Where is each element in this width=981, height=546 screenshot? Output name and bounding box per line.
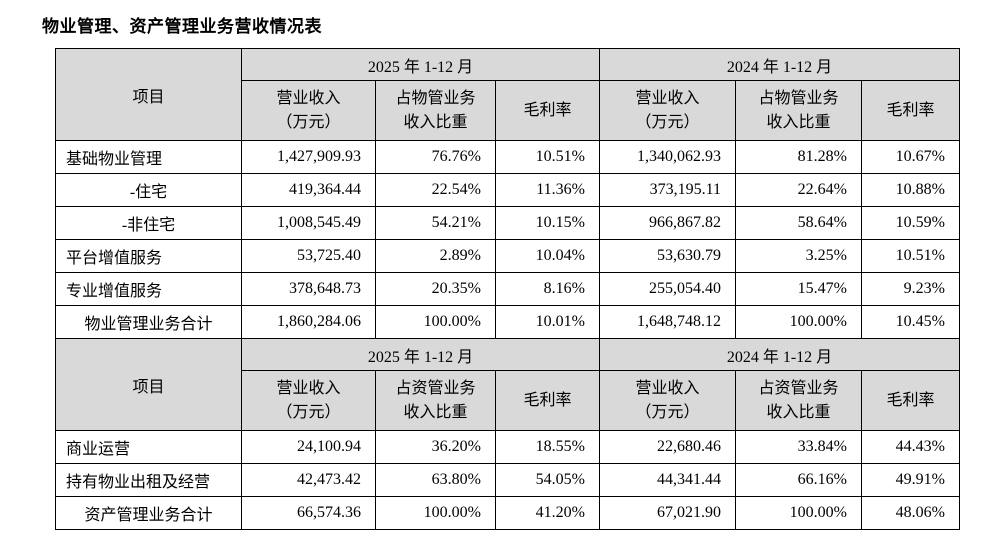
cell-revenue-2025: 53,725.40 xyxy=(241,239,376,273)
table1-subheader-revenue-2025: 营业收入 （万元） xyxy=(241,80,376,141)
cell-share-2024: 100.00% xyxy=(735,305,862,339)
table-row-commercial-operation: 商业运营 24,100.94 36.20% 18.55% 22,680.46 3… xyxy=(55,430,960,464)
page-title: 物业管理、资产管理业务营收情况表 xyxy=(42,17,322,36)
cell-revenue-2025: 42,473.42 xyxy=(241,463,376,497)
table-row-property-total: 物业管理业务合计 1,860,284.06 100.00% 10.01% 1,6… xyxy=(55,305,960,339)
table1-period-2025: 2025 年 1-12 月 xyxy=(241,48,600,81)
row-label: 专业增值服务 xyxy=(55,272,242,306)
table2-subheader-share-2025: 占资管业务 收入比重 xyxy=(375,370,496,431)
cell-revenue-2024: 1,648,748.12 xyxy=(599,305,736,339)
cell-share-2024: 81.28% xyxy=(735,140,862,174)
cell-revenue-2025: 378,648.73 xyxy=(241,272,376,306)
row-label: 商业运营 xyxy=(55,430,242,464)
cell-share-2025: 76.76% xyxy=(375,140,496,174)
row-label: 基础物业管理 xyxy=(55,140,242,174)
cell-margin-2024: 10.45% xyxy=(861,305,960,339)
cell-revenue-2024: 966,867.82 xyxy=(599,206,736,240)
table-row-platform-vas: 平台增值服务 53,725.40 2.89% 10.04% 53,630.79 … xyxy=(55,239,960,273)
cell-revenue-2025: 1,860,284.06 xyxy=(241,305,376,339)
cell-share-2024: 66.16% xyxy=(735,463,862,497)
table2-header-sub-row: 营业收入 （万元） 占资管业务 收入比重 毛利率 营业收入 （万元） 占资管业务… xyxy=(56,370,960,431)
cell-margin-2024: 49.91% xyxy=(861,463,960,497)
cell-revenue-2025: 66,574.36 xyxy=(241,496,376,530)
row-label: -住宅 xyxy=(55,173,242,207)
cell-share-2024: 33.84% xyxy=(735,430,862,464)
cell-margin-2025: 41.20% xyxy=(495,496,600,530)
cell-share-2024: 15.47% xyxy=(735,272,862,306)
cell-revenue-2024: 373,195.11 xyxy=(599,173,736,207)
table1-subheader-revenue-2024: 营业收入 （万元） xyxy=(599,80,736,141)
table-row-professional-vas: 专业增值服务 378,648.73 20.35% 8.16% 255,054.4… xyxy=(55,272,960,306)
cell-margin-2025: 18.55% xyxy=(495,430,600,464)
row-label: 资产管理业务合计 xyxy=(55,496,242,530)
cell-share-2024: 22.64% xyxy=(735,173,862,207)
row-label: 物业管理业务合计 xyxy=(55,305,242,339)
cell-margin-2024: 44.43% xyxy=(861,430,960,464)
cell-share-2025: 2.89% xyxy=(375,239,496,273)
cell-share-2024: 100.00% xyxy=(735,496,862,530)
table-row-basic-property: 基础物业管理 1,427,909.93 76.76% 10.51% 1,340,… xyxy=(55,140,960,174)
cell-share-2025: 63.80% xyxy=(375,463,496,497)
table1-item-header: 项目 xyxy=(55,48,242,141)
cell-margin-2024: 10.67% xyxy=(861,140,960,174)
table2-header-period-row: 项目 2025 年 1-12 月 2024 年 1-12 月 xyxy=(55,338,960,431)
table1-subheader-margin-2024: 毛利率 xyxy=(861,80,960,141)
cell-share-2024: 58.64% xyxy=(735,206,862,240)
cell-margin-2025: 10.15% xyxy=(495,206,600,240)
table2-subheader-margin-2025: 毛利率 xyxy=(495,370,600,431)
table2-subheader-margin-2024: 毛利率 xyxy=(861,370,960,431)
cell-revenue-2025: 419,364.44 xyxy=(241,173,376,207)
cell-share-2025: 36.20% xyxy=(375,430,496,464)
table1-subheader-share-2024: 占物管业务 收入比重 xyxy=(735,80,862,141)
table1-subheader-margin-2025: 毛利率 xyxy=(495,80,600,141)
table1-header-sub-row: 营业收入 （万元） 占物管业务 收入比重 毛利率 营业收入 （万元） 占物管业务… xyxy=(56,80,960,141)
cell-revenue-2024: 22,680.46 xyxy=(599,430,736,464)
table1-header-period-row: 项目 2025 年 1-12 月 2024 年 1-12 月 xyxy=(55,48,960,141)
cell-revenue-2025: 24,100.94 xyxy=(241,430,376,464)
cell-margin-2024: 10.51% xyxy=(861,239,960,273)
cell-margin-2025: 10.04% xyxy=(495,239,600,273)
table2-item-header: 项目 xyxy=(55,338,242,431)
cell-revenue-2024: 1,340,062.93 xyxy=(599,140,736,174)
cell-margin-2025: 10.01% xyxy=(495,305,600,339)
cell-revenue-2024: 67,021.90 xyxy=(599,496,736,530)
table1-period-2024: 2024 年 1-12 月 xyxy=(599,48,960,81)
cell-margin-2024: 48.06% xyxy=(861,496,960,530)
table2-subheader-share-2024: 占资管业务 收入比重 xyxy=(735,370,862,431)
row-label: 持有物业出租及经营 xyxy=(55,463,242,497)
cell-share-2025: 100.00% xyxy=(375,496,496,530)
cell-margin-2024: 10.88% xyxy=(861,173,960,207)
table-row-asset-total: 资产管理业务合计 66,574.36 100.00% 41.20% 67,021… xyxy=(55,496,960,530)
cell-revenue-2025: 1,008,545.49 xyxy=(241,206,376,240)
table2-period-2024: 2024 年 1-12 月 xyxy=(599,338,960,371)
table-row-held-property-leasing: 持有物业出租及经营 42,473.42 63.80% 54.05% 44,341… xyxy=(55,463,960,497)
cell-revenue-2024: 53,630.79 xyxy=(599,239,736,273)
cell-share-2025: 54.21% xyxy=(375,206,496,240)
cell-margin-2025: 8.16% xyxy=(495,272,600,306)
table-row-residential: -住宅 419,364.44 22.54% 11.36% 373,195.11 … xyxy=(55,173,960,207)
table2-subheader-revenue-2024: 营业收入 （万元） xyxy=(599,370,736,431)
table2-subheader-revenue-2025: 营业收入 （万元） xyxy=(241,370,376,431)
cell-margin-2025: 11.36% xyxy=(495,173,600,207)
cell-margin-2024: 10.59% xyxy=(861,206,960,240)
cell-share-2025: 20.35% xyxy=(375,272,496,306)
cell-share-2025: 22.54% xyxy=(375,173,496,207)
table2-period-2025: 2025 年 1-12 月 xyxy=(241,338,600,371)
row-label: 平台增值服务 xyxy=(55,239,242,273)
revenue-table: 项目 2025 年 1-12 月 2024 年 1-12 月 营业收入 （万元）… xyxy=(55,48,960,530)
cell-revenue-2024: 255,054.40 xyxy=(599,272,736,306)
cell-margin-2025: 10.51% xyxy=(495,140,600,174)
cell-revenue-2024: 44,341.44 xyxy=(599,463,736,497)
cell-share-2025: 100.00% xyxy=(375,305,496,339)
cell-margin-2024: 9.23% xyxy=(861,272,960,306)
cell-revenue-2025: 1,427,909.93 xyxy=(241,140,376,174)
cell-margin-2025: 54.05% xyxy=(495,463,600,497)
cell-share-2024: 3.25% xyxy=(735,239,862,273)
row-label: -非住宅 xyxy=(55,206,242,240)
table1-subheader-share-2025: 占物管业务 收入比重 xyxy=(375,80,496,141)
table-row-non-residential: -非住宅 1,008,545.49 54.21% 10.15% 966,867.… xyxy=(55,206,960,240)
